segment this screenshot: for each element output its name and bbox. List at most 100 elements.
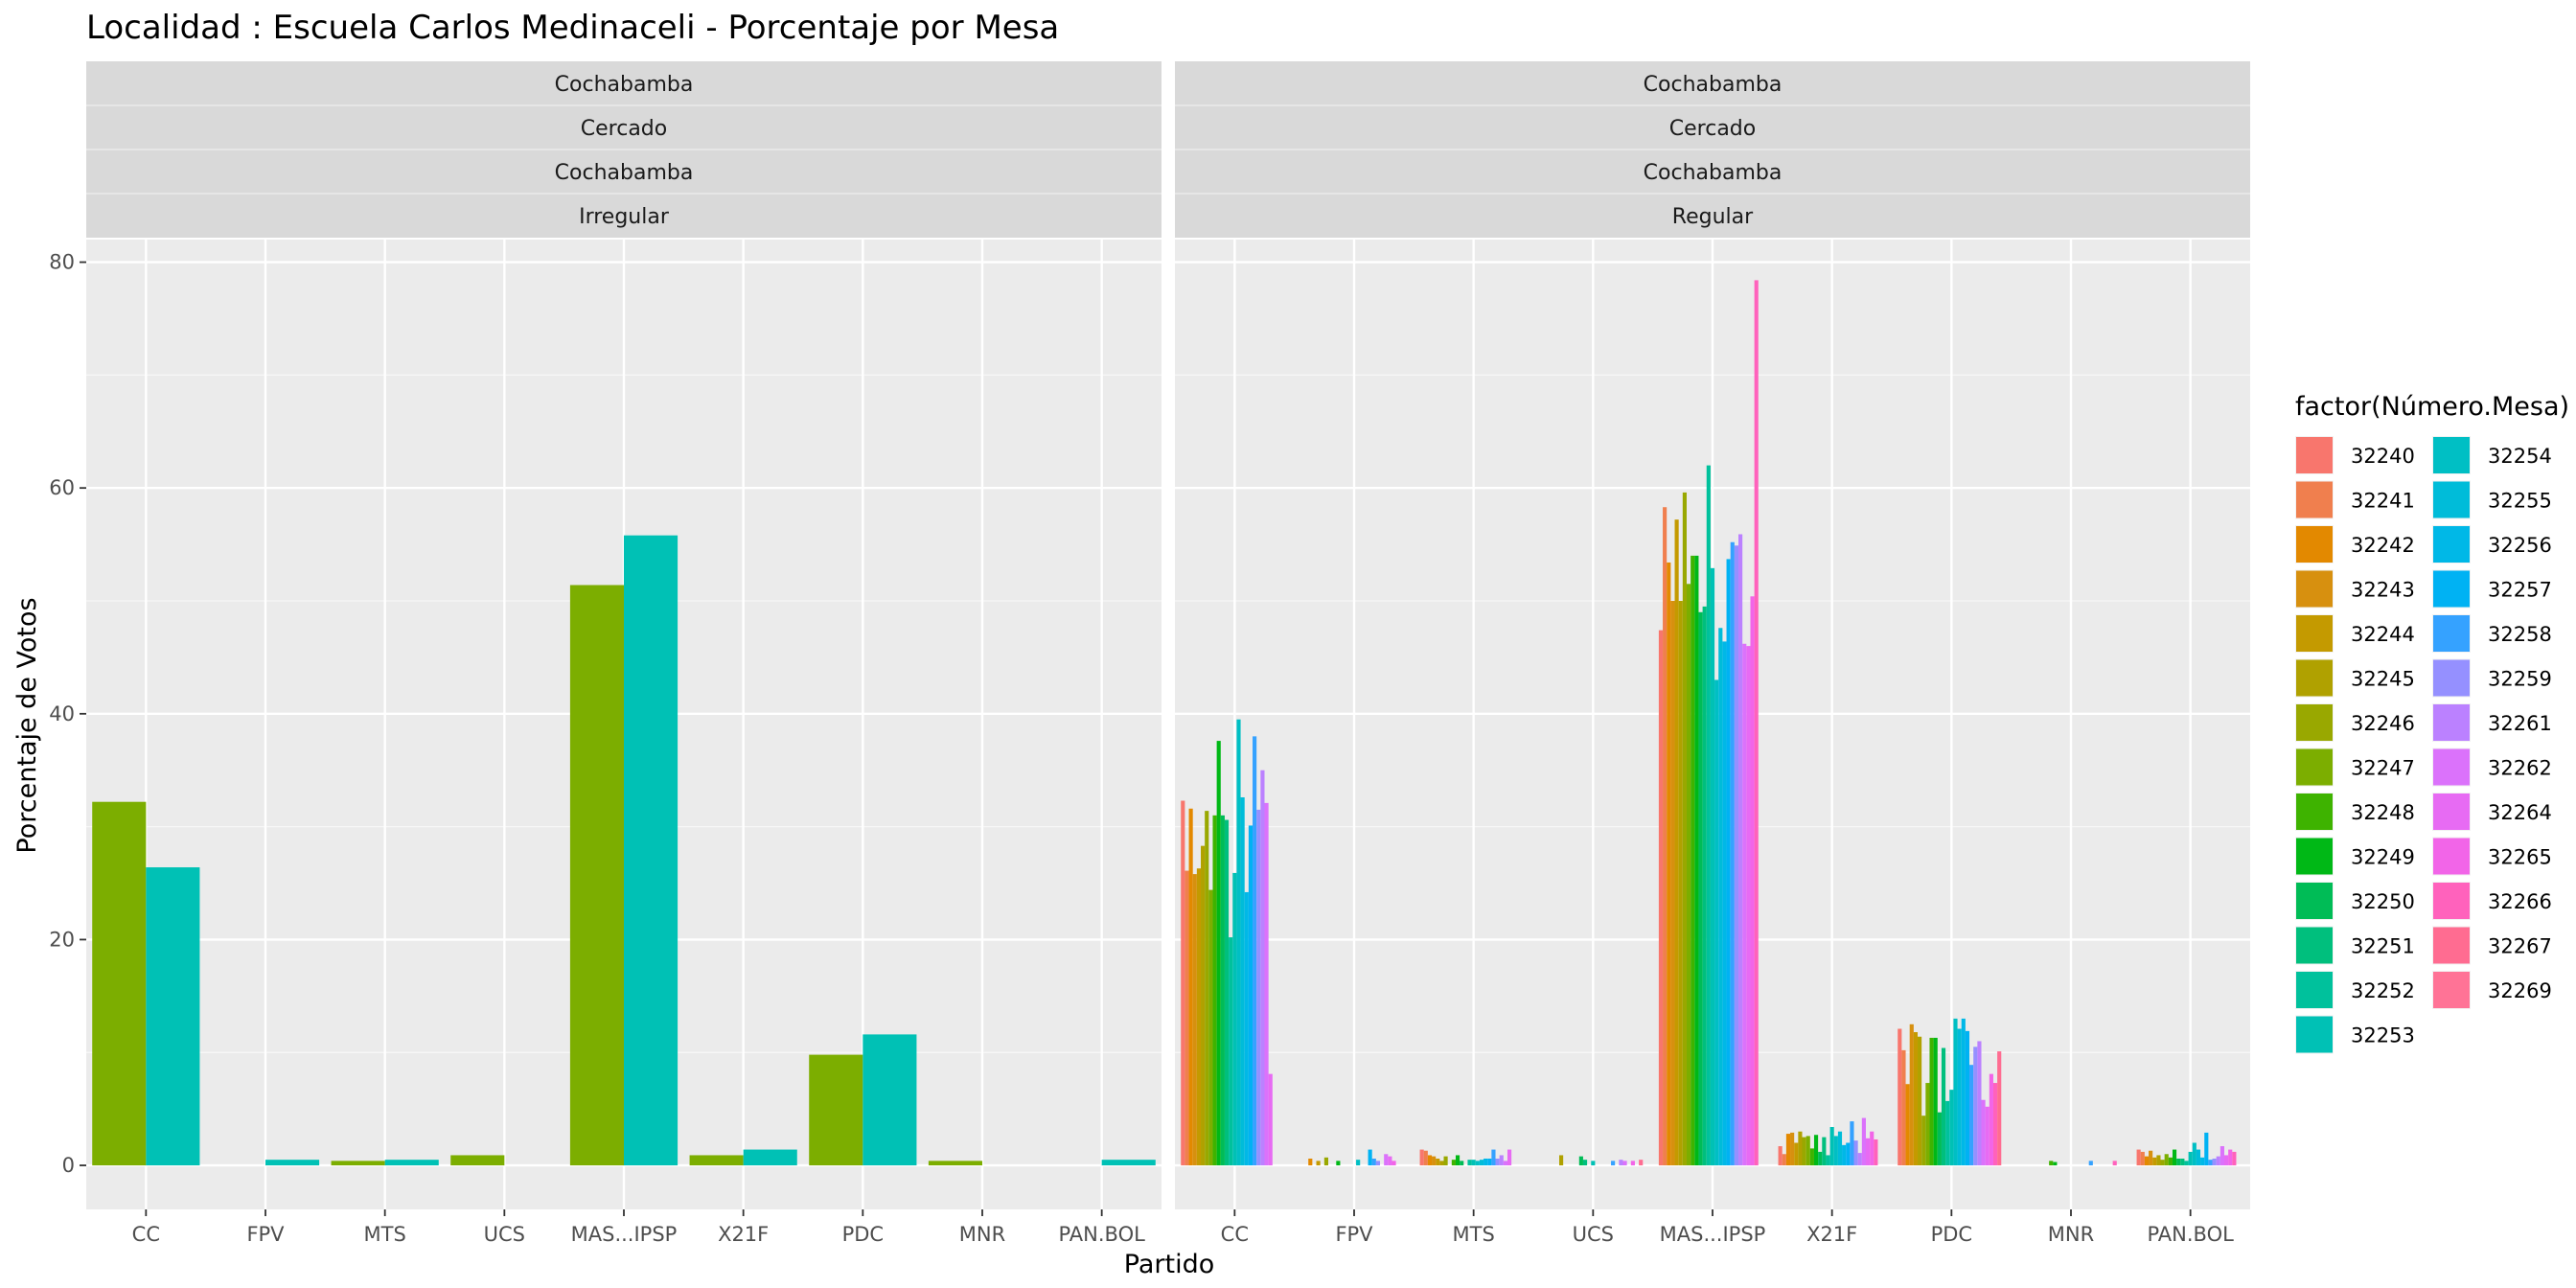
legend-label: 32254 <box>2488 445 2552 468</box>
bar <box>1678 600 1683 1166</box>
bar <box>1371 1158 1376 1166</box>
legend-label: 32248 <box>2351 801 2415 824</box>
bar <box>1443 1156 1448 1166</box>
bar <box>1829 1126 1834 1166</box>
bar <box>1268 1073 1273 1166</box>
legend-label: 32261 <box>2488 712 2552 735</box>
bar <box>624 535 678 1166</box>
bar <box>2160 1160 2165 1166</box>
legend-key <box>2296 615 2333 652</box>
bar <box>2152 1157 2157 1166</box>
x-tick-label: MAS...IPSP <box>571 1223 678 1246</box>
legend-label: 32258 <box>2488 623 2552 646</box>
strip-label: Cochabamba <box>555 161 694 185</box>
strip-label: Regular <box>1672 205 1754 229</box>
bar <box>1455 1155 1460 1166</box>
bar <box>2156 1155 2161 1166</box>
bar <box>1503 1161 1507 1166</box>
legend-label: 32240 <box>2351 445 2415 468</box>
bar <box>1232 872 1237 1166</box>
bar <box>1229 937 1233 1166</box>
bar <box>689 1155 744 1166</box>
bar <box>1506 1149 1512 1166</box>
legend-label: 32242 <box>2351 534 2415 557</box>
bar <box>1742 643 1747 1166</box>
bar <box>1746 646 1751 1166</box>
bar <box>1750 596 1755 1166</box>
y-tick-label: 80 <box>49 251 75 274</box>
bar <box>1368 1149 1372 1166</box>
x-tick-label: MTS <box>1453 1223 1495 1246</box>
strip-box <box>1175 105 2250 150</box>
bar <box>1842 1144 1847 1166</box>
bar <box>1427 1155 1433 1166</box>
legend: factor(Número.Mesa) 32240 32241 32242 32243… <box>2295 392 2569 1054</box>
bar <box>1822 1137 1827 1166</box>
bar <box>1487 1158 1492 1166</box>
y-tick-label: 0 <box>62 1154 75 1177</box>
bar <box>1718 628 1723 1166</box>
bar <box>2216 1156 2220 1166</box>
legend-label: 32246 <box>2351 712 2415 735</box>
legend-label: 32245 <box>2351 668 2415 691</box>
bar <box>1997 1051 2002 1166</box>
bar <box>1240 796 1245 1166</box>
bar <box>1806 1136 1810 1166</box>
legend-label: 32256 <box>2488 534 2552 557</box>
bar <box>1244 891 1249 1166</box>
bar <box>1865 1138 1871 1166</box>
bar <box>1674 519 1679 1166</box>
legend-label: 32244 <box>2351 623 2415 646</box>
bar <box>1499 1155 1504 1166</box>
legend-key <box>2433 481 2470 518</box>
bar <box>1961 1018 1966 1166</box>
bar <box>2112 1161 2117 1166</box>
bar <box>1208 889 1213 1166</box>
bar <box>1578 1156 1583 1166</box>
bar <box>2088 1161 2093 1166</box>
strip-label: Cochabamba <box>555 73 694 97</box>
bar <box>1256 809 1261 1166</box>
strip-box <box>86 194 1162 238</box>
legend-label: 32266 <box>2488 890 2552 913</box>
bar <box>1857 1153 1862 1166</box>
strip-label: Cercado <box>581 117 667 141</box>
bar <box>1965 1030 1970 1166</box>
x-tick-label: PAN.BOL <box>2147 1223 2234 1246</box>
y-axis-title: Porcentaje de Votos <box>12 597 42 853</box>
legend-key <box>2433 794 2470 830</box>
bar <box>1853 1140 1858 1166</box>
strip-label: Cochabamba <box>1644 73 1782 97</box>
bar <box>743 1149 797 1166</box>
legend-key <box>2296 570 2333 608</box>
bar <box>1491 1149 1496 1166</box>
bar <box>1981 1099 1986 1166</box>
bar <box>1308 1158 1313 1166</box>
x-tick-label: FPV <box>246 1223 285 1246</box>
bar <box>1667 562 1671 1166</box>
bar <box>1874 1138 1878 1166</box>
bar <box>1826 1155 1830 1166</box>
legend-key <box>2433 704 2470 741</box>
bar <box>1619 1160 1623 1166</box>
legend-label: 32255 <box>2488 490 2552 513</box>
bar <box>1212 815 1217 1166</box>
legend-label: 32259 <box>2488 668 2552 691</box>
bar <box>1726 559 1731 1166</box>
bar <box>1591 1161 1596 1166</box>
legend-label: 32249 <box>2351 846 2415 869</box>
bar <box>1833 1136 1838 1166</box>
bar <box>1706 465 1711 1166</box>
legend-key <box>2296 794 2333 830</box>
x-axis-title-group: Partido <box>1124 1250 1214 1279</box>
legend-label: 32262 <box>2488 757 2552 780</box>
strip-box <box>86 61 1162 105</box>
legend-label: 32264 <box>2488 801 2552 824</box>
bar <box>1734 545 1739 1166</box>
bar <box>1559 1155 1564 1166</box>
strip-box <box>86 150 1162 194</box>
bar <box>1188 808 1193 1166</box>
legend-key <box>2296 927 2333 964</box>
strip-label: Cercado <box>1669 117 1756 141</box>
x-tick-label: PDC <box>842 1223 885 1246</box>
